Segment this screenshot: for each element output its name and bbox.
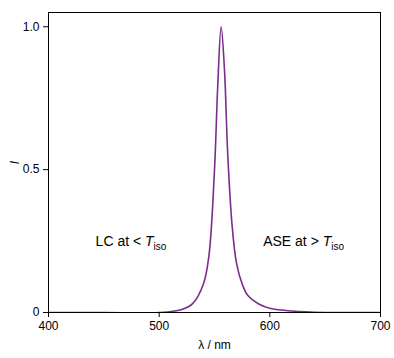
- svg-text:0: 0: [33, 305, 40, 319]
- svg-text:0.5: 0.5: [23, 162, 40, 176]
- svg-text:500: 500: [149, 319, 169, 333]
- svg-text:LC at < Tiso: LC at < Tiso: [96, 233, 167, 252]
- svg-text:600: 600: [260, 319, 280, 333]
- svg-text:700: 700: [370, 319, 390, 333]
- svg-text:I: I: [8, 160, 22, 164]
- svg-text:ASE at > Tiso: ASE at > Tiso: [263, 233, 344, 252]
- svg-text:400: 400: [38, 319, 58, 333]
- svg-text:1.0: 1.0: [23, 20, 40, 34]
- svg-text:λ / nm: λ / nm: [198, 338, 231, 352]
